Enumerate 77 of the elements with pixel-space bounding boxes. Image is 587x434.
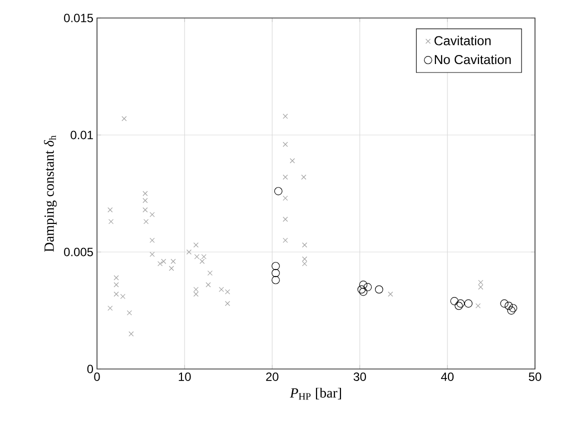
point	[150, 238, 155, 243]
point	[272, 276, 280, 284]
point	[142, 190, 148, 196]
point	[302, 256, 308, 262]
y-axis-title: Damping constant δ$_{h}$	[44, 135, 57, 252]
point	[168, 266, 174, 271]
point	[224, 300, 230, 306]
x-tick-label: 30	[354, 372, 366, 381]
y-tick-label: 0.01	[70, 130, 93, 140]
point	[128, 331, 134, 336]
point	[476, 303, 481, 308]
point	[158, 261, 163, 266]
point	[357, 285, 366, 294]
x-tick-label: 50	[528, 372, 542, 381]
point	[290, 158, 295, 164]
point	[150, 212, 155, 218]
point	[456, 299, 465, 308]
point	[114, 282, 119, 288]
point	[359, 288, 368, 296]
point	[282, 114, 288, 119]
x-tick-label: 40	[441, 372, 454, 381]
y-tick-label: 0	[87, 364, 94, 374]
point	[108, 219, 114, 224]
point	[193, 292, 199, 297]
point	[282, 174, 288, 180]
point	[450, 297, 458, 306]
point	[282, 238, 288, 243]
point	[282, 142, 288, 147]
point	[108, 306, 113, 311]
point	[509, 304, 518, 312]
point	[478, 284, 484, 290]
point	[206, 282, 211, 288]
point	[218, 286, 224, 292]
x-tick-label: 0	[94, 372, 100, 381]
point	[122, 116, 127, 122]
point	[388, 292, 394, 297]
point	[186, 249, 192, 255]
point	[500, 299, 508, 308]
point	[302, 242, 308, 248]
point	[507, 306, 516, 315]
point	[301, 174, 306, 180]
point	[114, 275, 119, 280]
y-tick-label: 0.005	[64, 248, 93, 256]
legend-label: Cavitation	[434, 36, 491, 46]
x-tick-label: 20	[266, 372, 278, 381]
point	[302, 261, 308, 266]
point	[193, 242, 199, 248]
point	[224, 289, 230, 294]
point	[282, 196, 288, 201]
point	[464, 299, 473, 308]
x-tick-label: 10	[178, 372, 191, 381]
point	[114, 292, 119, 297]
point	[454, 302, 463, 310]
point	[374, 285, 384, 294]
point	[170, 258, 176, 264]
point	[272, 262, 280, 270]
point	[359, 280, 368, 289]
point	[142, 207, 148, 212]
point	[207, 270, 213, 276]
point	[200, 258, 205, 264]
x-axis-title: P$_{HP}$ [bar]	[290, 388, 342, 400]
point	[282, 216, 288, 222]
legend-label: No Cavitation	[434, 54, 511, 64]
point	[120, 294, 126, 300]
point	[144, 219, 149, 224]
point	[478, 280, 484, 285]
point	[272, 268, 280, 278]
point	[274, 187, 282, 196]
point	[126, 310, 132, 316]
point	[142, 198, 148, 204]
point	[504, 302, 513, 310]
point	[108, 207, 113, 212]
point	[364, 283, 372, 292]
point	[161, 258, 166, 264]
point	[193, 286, 199, 292]
y-tick-label: 0.015	[64, 14, 93, 22]
point	[150, 252, 155, 257]
